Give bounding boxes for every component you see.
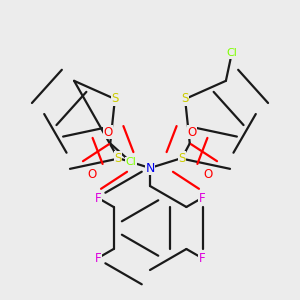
Text: S: S <box>182 92 189 106</box>
Text: O: O <box>203 169 213 182</box>
Text: F: F <box>199 251 205 265</box>
Text: O: O <box>188 125 196 139</box>
Text: S: S <box>178 152 186 164</box>
Text: O: O <box>87 169 97 182</box>
Text: S: S <box>114 152 122 164</box>
Text: Cl: Cl <box>126 157 136 167</box>
Text: Cl: Cl <box>226 48 237 59</box>
Text: N: N <box>145 161 155 175</box>
Text: F: F <box>95 191 101 205</box>
Text: S: S <box>111 92 118 106</box>
Text: F: F <box>199 191 205 205</box>
Text: F: F <box>95 251 101 265</box>
Text: O: O <box>103 125 112 139</box>
